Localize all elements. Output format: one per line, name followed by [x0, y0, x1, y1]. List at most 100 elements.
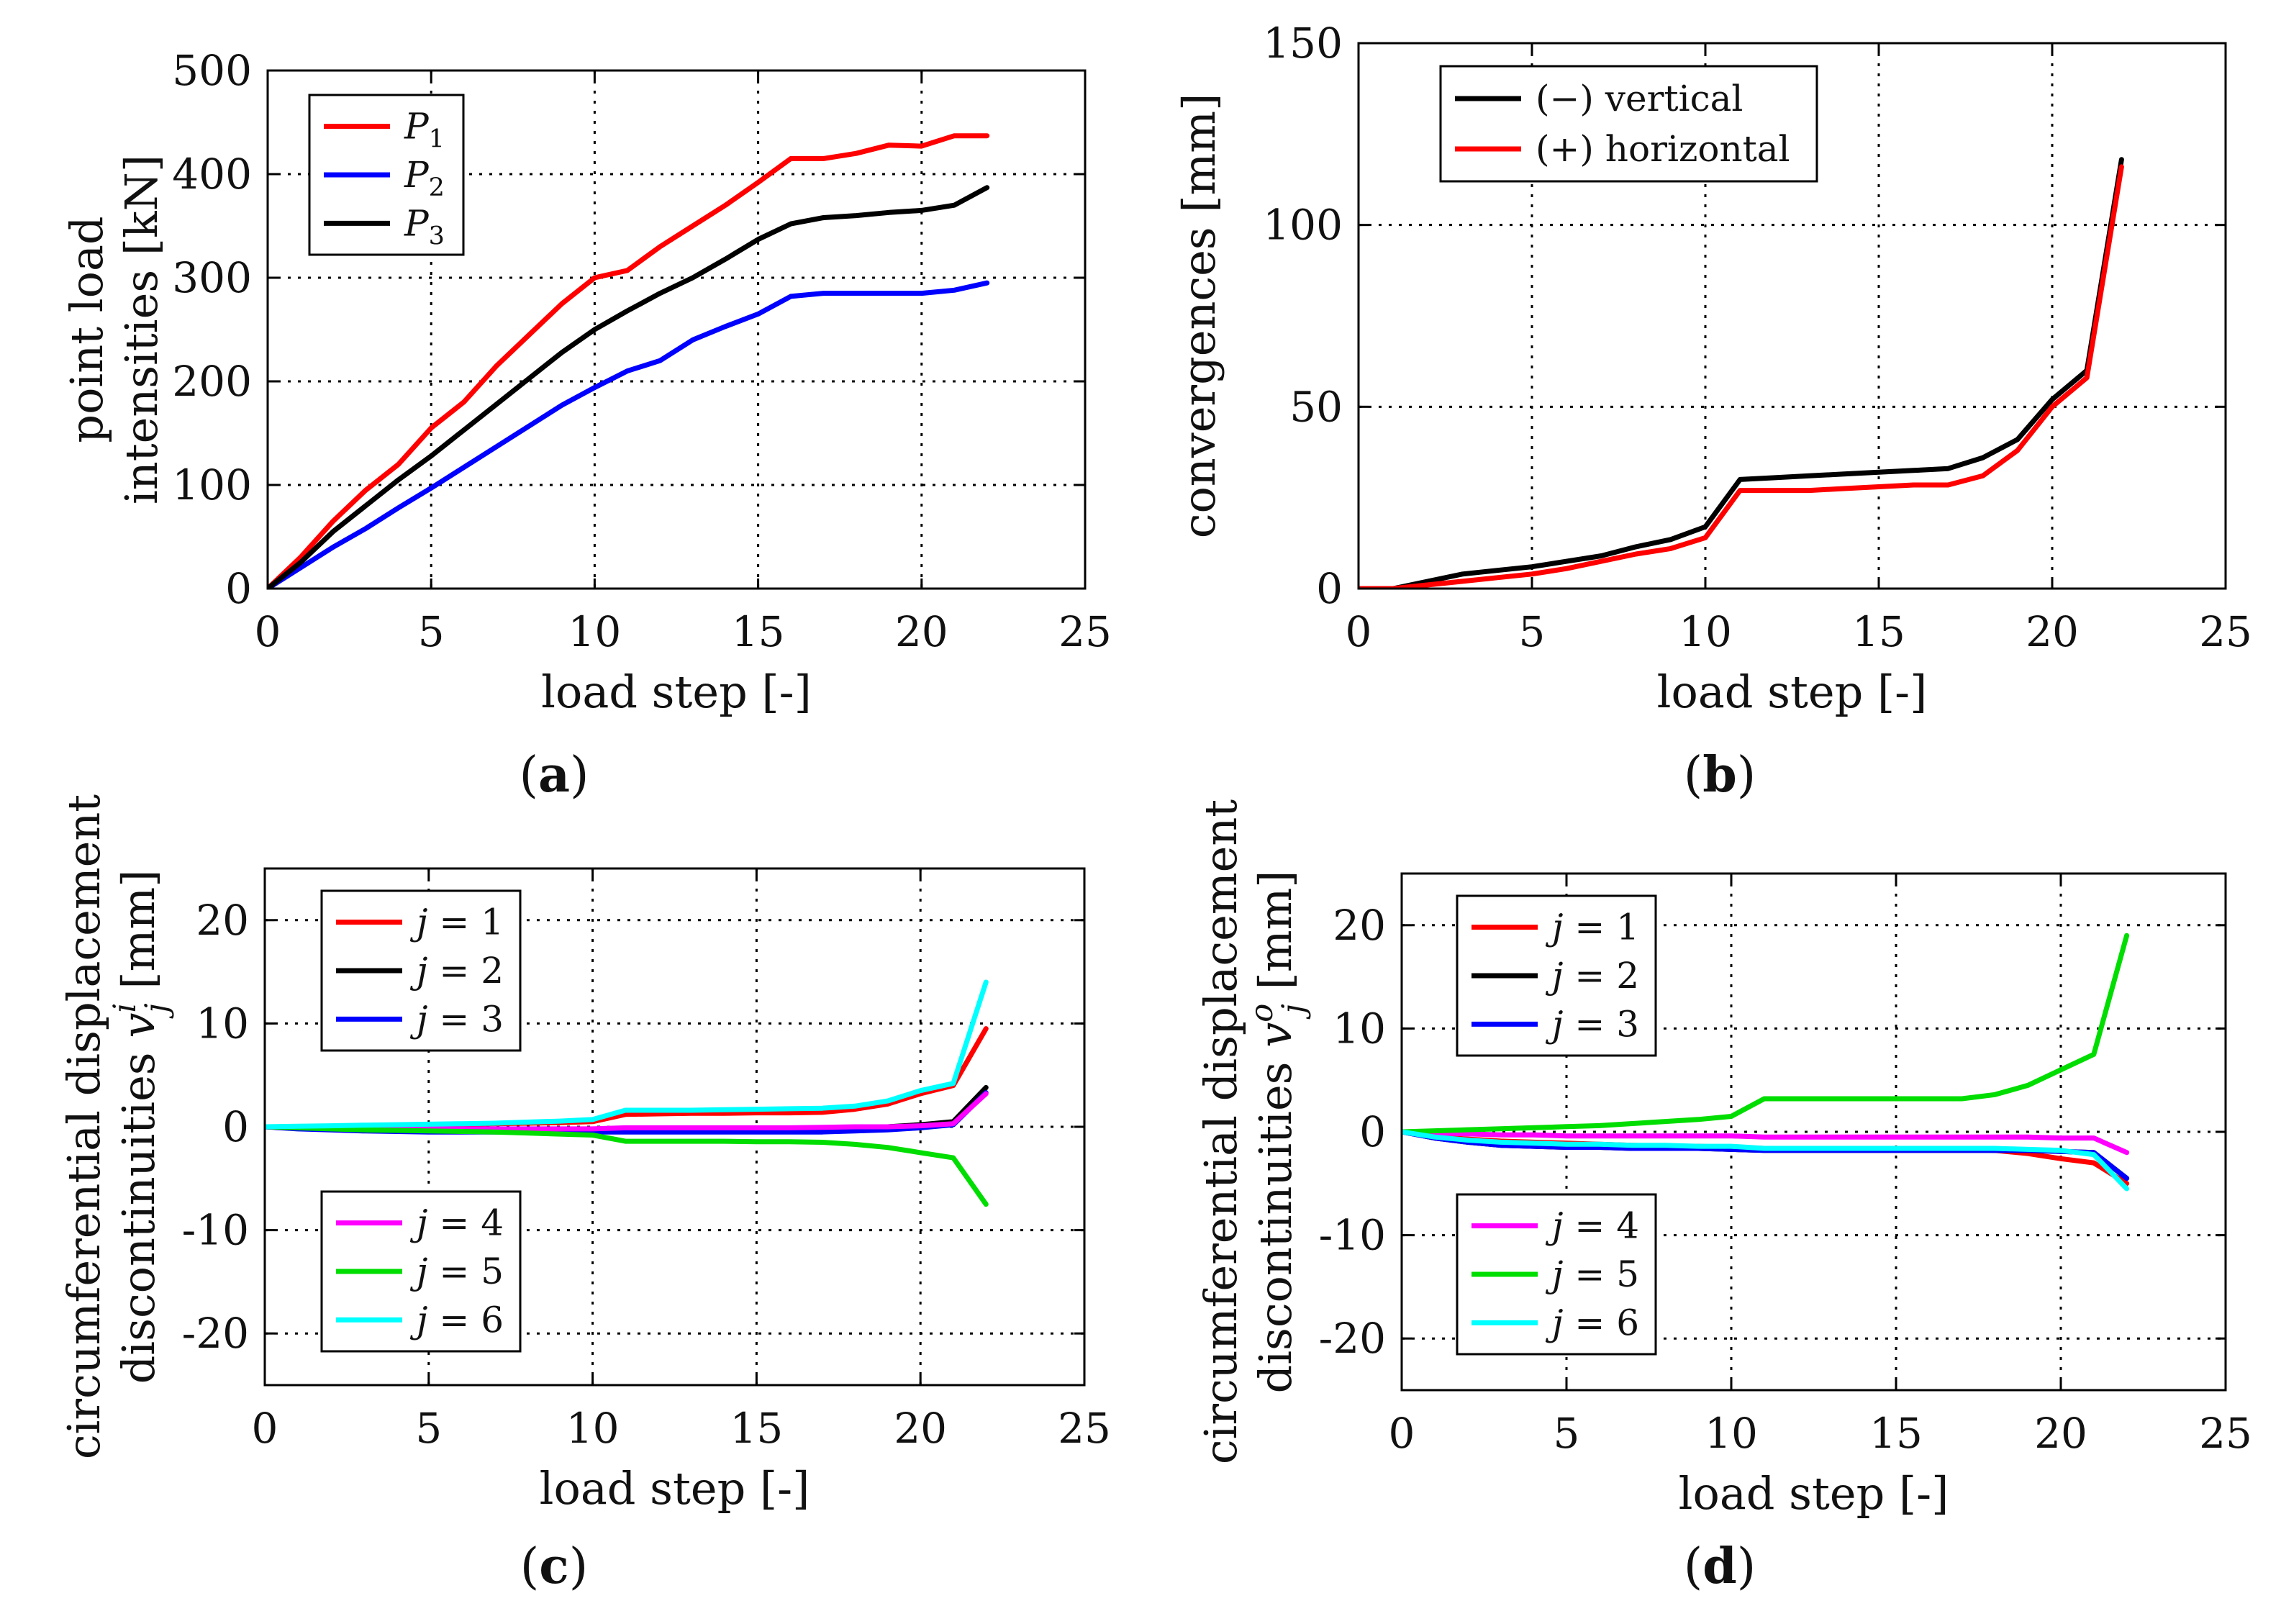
y-tick-label: 0	[1316, 564, 1343, 613]
x-tick-label: 10	[568, 607, 621, 656]
x-tick-label: 5	[418, 607, 445, 656]
x-axis-label: load step [-]	[540, 1462, 810, 1515]
legend-entry: j = 6	[409, 1299, 504, 1341]
legend: j = 1 j = 2 j = 3	[1456, 894, 1657, 1057]
panel-b: 0 5 10 15 20 25 0 50 100 150 load step [-] converge…	[1173, 19, 2252, 804]
x-tick-label: 5	[415, 1404, 442, 1453]
legend-entry: j = 1	[409, 902, 504, 943]
y-tick-label: 100	[172, 461, 252, 509]
y-tick-label: 20	[196, 896, 249, 945]
legend-entry: j = 3	[409, 998, 504, 1040]
series-line-(−)vertical	[1359, 157, 2124, 589]
x-tick-label: 0	[1346, 607, 1372, 656]
legend-box	[1439, 65, 1818, 183]
series-line-P1	[268, 133, 990, 589]
y-tick-label: 50	[1289, 382, 1343, 431]
legend: j = 1 j = 2 j = 3	[320, 889, 522, 1052]
x-tick-label: 0	[252, 1404, 278, 1453]
series-line-j=1	[1402, 1129, 2130, 1187]
x-tick-label: 20	[2034, 1409, 2087, 1458]
legend-entry: (−) vertical	[1536, 78, 1743, 119]
x-tick-label: 5	[1519, 607, 1546, 656]
x-tick-label: 10	[566, 1404, 620, 1453]
panel-label: (b)	[1684, 746, 1756, 804]
legend: j = 4 j = 5 j = 6	[320, 1190, 522, 1353]
axes-frame	[263, 867, 1086, 1387]
x-tick-label: 15	[1869, 1409, 1923, 1458]
y-tick-label: 0	[225, 564, 252, 613]
y-tick-label: -20	[1319, 1314, 1386, 1363]
y-axis-label: discontinuities vij [mm]	[107, 870, 175, 1384]
x-axis-label: load step [-]	[1657, 666, 1928, 718]
x-tick-label: 20	[894, 1404, 947, 1453]
axes-frame	[1357, 42, 2227, 590]
x-tick-label: 20	[2026, 607, 2079, 656]
panel-d: 0 5 10 15 20 25 -20 -10 0 10 20 load step [-] circum…	[1194, 799, 2252, 1595]
legend-entry: P3	[404, 202, 445, 250]
legend-entry: j = 1	[1545, 907, 1639, 948]
y-tick-label: -10	[1319, 1211, 1386, 1260]
x-axis-label: load step [-]	[541, 666, 812, 718]
panel-label: (c)	[520, 1538, 588, 1595]
x-tick-label: 10	[1705, 1409, 1758, 1458]
legend-entry: P1	[404, 106, 445, 154]
y-tick-label: 150	[1263, 19, 1343, 68]
panel-a: 0 5 10 15 20 25 0 100 200 300 400 500 load step [-] p…	[60, 46, 1112, 804]
axes-frame	[266, 69, 1087, 590]
y-axis-label: convergences [mm]	[1173, 94, 1225, 539]
y-tick-label: 300	[172, 253, 252, 302]
legend-entry: j = 2	[409, 950, 504, 992]
x-tick-label: 0	[255, 607, 281, 656]
y-tick-label: 200	[172, 357, 252, 406]
panel-label: (a)	[519, 746, 589, 804]
series-line-j=5	[1402, 933, 2130, 1135]
series-line-P2	[268, 280, 990, 589]
x-tick-label: 25	[2199, 1409, 2252, 1458]
y-axis-label: circumferential displacement	[58, 794, 110, 1459]
legend-entry: j = 5	[409, 1251, 504, 1292]
legend-entry: j = 6	[1545, 1302, 1639, 1343]
y-axis-label: discontinuities voj [mm]	[1244, 870, 1312, 1393]
x-tick-label: 25	[2199, 607, 2252, 656]
legend-entry: P2	[404, 154, 445, 202]
legend-entry: j = 2	[1545, 955, 1639, 997]
series-line-j=4	[1402, 1129, 2130, 1156]
legend-entry: j = 4	[1545, 1205, 1639, 1247]
panel-label: (d)	[1684, 1538, 1756, 1595]
x-tick-label: 25	[1058, 607, 1112, 656]
y-axis-label: intensities [kN]	[115, 155, 168, 504]
y-axis-label: circumferential displacement	[1194, 799, 1247, 1464]
legend-entry: j = 3	[1545, 1003, 1639, 1045]
legend-entry: j = 4	[409, 1202, 504, 1244]
x-tick-label: 15	[732, 607, 785, 656]
axes-frame	[1400, 872, 2227, 1392]
x-tick-label: 5	[1554, 1409, 1580, 1458]
x-tick-label: 15	[730, 1404, 783, 1453]
x-tick-label: 20	[895, 607, 948, 656]
series-line-j=6	[1402, 1129, 2130, 1192]
series-line-(+)horizontal	[1359, 164, 2124, 589]
y-tick-label: 0	[222, 1102, 249, 1151]
x-tick-label: 15	[1852, 607, 1905, 656]
y-tick-label: 20	[1333, 901, 1386, 950]
legend: (−) vertical (+) horizontal	[1439, 65, 1818, 183]
series-line-j=5	[265, 1124, 989, 1207]
y-tick-label: 10	[196, 999, 249, 1048]
series-line-j=6	[265, 979, 989, 1130]
x-axis-label: load step [-]	[1679, 1467, 1949, 1520]
legend-entry: (+) horizontal	[1536, 128, 1790, 170]
y-tick-label: 10	[1333, 1004, 1386, 1053]
y-tick-label: 0	[1359, 1107, 1386, 1156]
panel-c: 0 5 10 15 20 25 -20 -10 0 10 20 load step [-] circum…	[58, 794, 1111, 1595]
x-tick-label: 25	[1058, 1404, 1111, 1453]
x-tick-label: 0	[1389, 1409, 1415, 1458]
x-tick-label: 10	[1679, 607, 1732, 656]
y-tick-label: 100	[1263, 201, 1343, 250]
legend: j = 4 j = 5 j = 6	[1456, 1193, 1657, 1356]
y-tick-label: -20	[182, 1309, 249, 1358]
y-axis-label: point load	[60, 216, 113, 443]
series-line-P3	[268, 185, 990, 589]
y-tick-label: -10	[182, 1206, 249, 1255]
